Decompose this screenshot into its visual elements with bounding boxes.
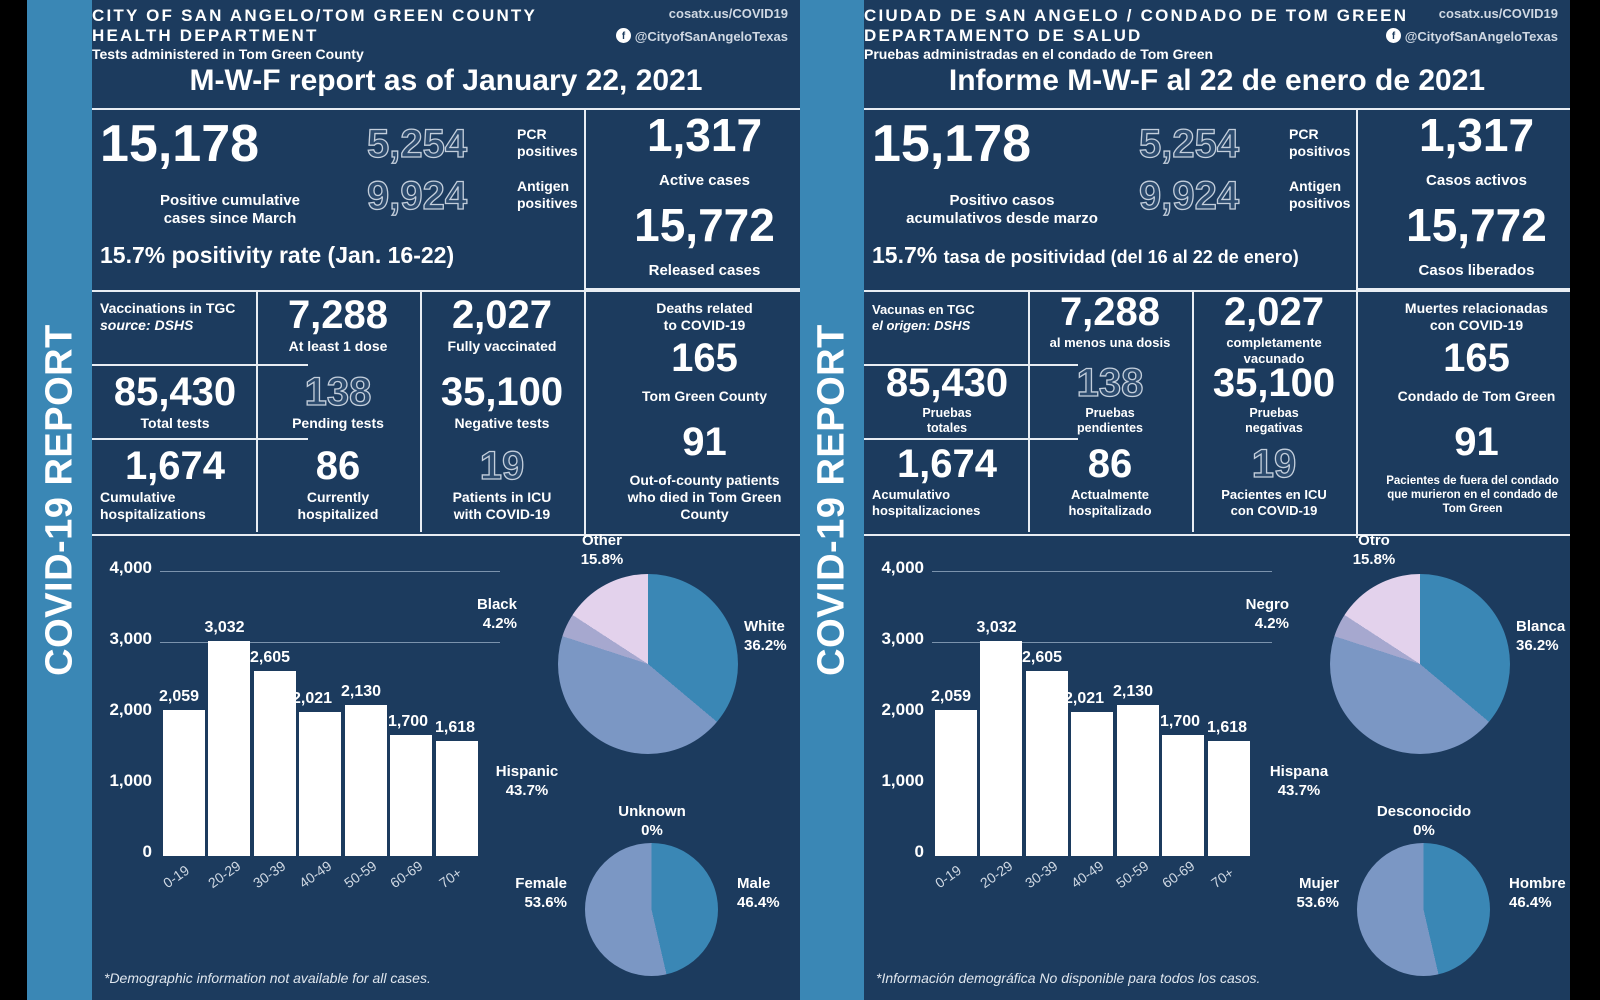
svg-text:f: f <box>1392 31 1396 42</box>
svg-text:f: f <box>622 31 626 42</box>
